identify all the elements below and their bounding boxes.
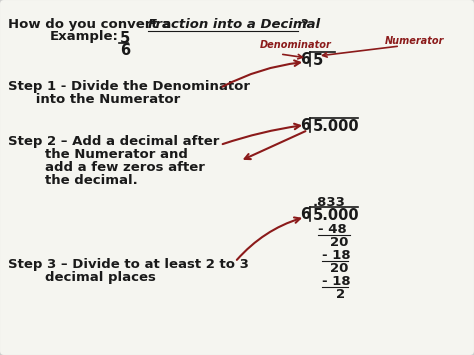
Text: 5.000: 5.000 [313,119,360,134]
Text: into the Numerator: into the Numerator [8,93,180,106]
Text: 6: 6 [300,118,310,133]
Text: decimal places: decimal places [8,271,156,284]
Text: 5: 5 [313,53,323,68]
Text: - 48: - 48 [318,223,347,236]
Text: Fraction into a Decimal: Fraction into a Decimal [148,18,320,31]
Text: Step 1 - Divide the Denominator: Step 1 - Divide the Denominator [8,80,250,93]
Text: 6: 6 [300,52,310,67]
Text: 20: 20 [330,262,348,275]
Text: Numerator: Numerator [385,36,444,46]
Text: - 18: - 18 [322,275,351,288]
Text: .833: .833 [313,196,346,209]
Text: How do you convert a: How do you convert a [8,18,176,31]
Text: Step 2 – Add a decimal after: Step 2 – Add a decimal after [8,135,219,148]
Text: - 18: - 18 [322,249,351,262]
Text: 5: 5 [120,31,130,46]
Text: Denominator: Denominator [260,40,332,50]
Text: add a few zeros after: add a few zeros after [8,161,205,174]
Text: the Numerator and: the Numerator and [8,148,188,161]
Text: 6: 6 [120,43,130,58]
Text: 6: 6 [300,207,310,222]
Text: 20: 20 [330,236,348,249]
Text: Example:: Example: [50,30,119,43]
Text: Step 3 – Divide to at least 2 to 3: Step 3 – Divide to at least 2 to 3 [8,258,249,271]
Text: 2: 2 [336,288,345,301]
Text: the decimal.: the decimal. [8,174,138,187]
Text: 5.000: 5.000 [313,208,360,223]
Text: ?: ? [300,18,308,31]
